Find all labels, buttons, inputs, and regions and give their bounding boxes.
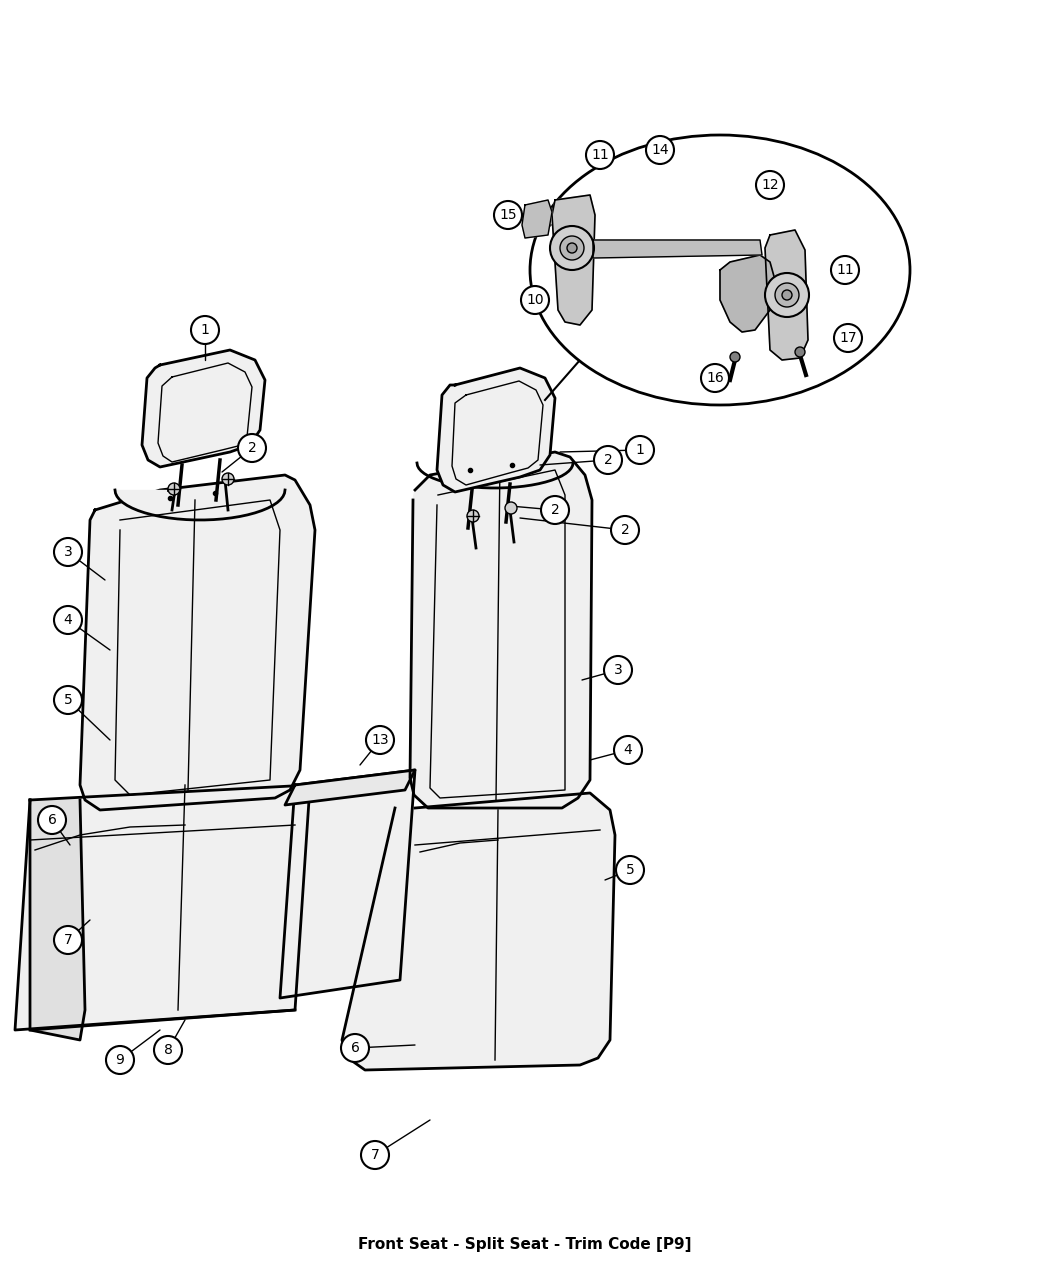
Circle shape xyxy=(550,226,594,270)
Text: 10: 10 xyxy=(526,293,544,307)
Text: 6: 6 xyxy=(47,813,57,827)
Circle shape xyxy=(341,1034,369,1062)
Circle shape xyxy=(604,657,632,683)
Circle shape xyxy=(765,273,808,317)
Circle shape xyxy=(782,289,792,300)
Polygon shape xyxy=(285,770,415,805)
Polygon shape xyxy=(410,453,592,808)
Circle shape xyxy=(756,171,784,199)
Polygon shape xyxy=(342,793,615,1070)
Circle shape xyxy=(730,352,740,362)
Circle shape xyxy=(467,510,479,521)
Circle shape xyxy=(54,926,82,954)
Circle shape xyxy=(611,516,639,544)
Text: 15: 15 xyxy=(499,208,517,222)
Circle shape xyxy=(54,606,82,634)
Polygon shape xyxy=(720,255,775,332)
Text: 2: 2 xyxy=(248,441,256,455)
Polygon shape xyxy=(30,799,85,1040)
Circle shape xyxy=(616,856,644,884)
Circle shape xyxy=(646,136,674,164)
Text: 7: 7 xyxy=(64,933,72,947)
Text: 7: 7 xyxy=(371,1148,379,1162)
Circle shape xyxy=(567,244,578,252)
Circle shape xyxy=(560,236,584,260)
Circle shape xyxy=(521,286,549,314)
Text: 4: 4 xyxy=(624,743,632,757)
Polygon shape xyxy=(80,476,315,810)
Text: 16: 16 xyxy=(706,371,723,385)
Circle shape xyxy=(38,806,66,834)
Polygon shape xyxy=(280,770,415,998)
Text: 13: 13 xyxy=(372,733,388,747)
Circle shape xyxy=(361,1141,388,1169)
Text: Front Seat - Split Seat - Trim Code [P9]: Front Seat - Split Seat - Trim Code [P9] xyxy=(358,1238,692,1252)
Text: 14: 14 xyxy=(651,143,669,157)
Text: 2: 2 xyxy=(550,504,560,516)
Text: 3: 3 xyxy=(64,544,72,558)
Circle shape xyxy=(366,725,394,754)
Text: 17: 17 xyxy=(839,332,857,346)
Polygon shape xyxy=(142,351,265,467)
Circle shape xyxy=(541,496,569,524)
Circle shape xyxy=(614,736,642,764)
Ellipse shape xyxy=(530,135,910,405)
Text: 3: 3 xyxy=(613,663,623,677)
Text: 2: 2 xyxy=(604,453,612,467)
Circle shape xyxy=(222,473,234,484)
Text: 2: 2 xyxy=(621,523,629,537)
Circle shape xyxy=(594,446,622,474)
Text: 8: 8 xyxy=(164,1043,172,1057)
Polygon shape xyxy=(522,200,552,238)
Polygon shape xyxy=(765,230,808,360)
Circle shape xyxy=(505,502,517,514)
Text: 4: 4 xyxy=(64,613,72,627)
Text: 9: 9 xyxy=(116,1053,125,1067)
Circle shape xyxy=(626,436,654,464)
Text: 12: 12 xyxy=(761,179,779,193)
Text: 5: 5 xyxy=(626,863,634,877)
Text: 6: 6 xyxy=(351,1040,359,1054)
Circle shape xyxy=(191,316,219,344)
Circle shape xyxy=(54,686,82,714)
Text: 11: 11 xyxy=(836,263,854,277)
Polygon shape xyxy=(15,785,310,1030)
Circle shape xyxy=(154,1037,182,1065)
Circle shape xyxy=(238,434,266,462)
Polygon shape xyxy=(552,195,595,325)
Circle shape xyxy=(54,538,82,566)
Polygon shape xyxy=(437,368,555,492)
Circle shape xyxy=(586,142,614,170)
Text: 1: 1 xyxy=(635,442,645,456)
Circle shape xyxy=(168,483,180,495)
Circle shape xyxy=(701,363,729,391)
Text: 1: 1 xyxy=(201,323,209,337)
Circle shape xyxy=(494,201,522,229)
Circle shape xyxy=(795,347,805,357)
Circle shape xyxy=(831,256,859,284)
Circle shape xyxy=(775,283,799,307)
Circle shape xyxy=(834,324,862,352)
Circle shape xyxy=(106,1046,134,1074)
Text: 5: 5 xyxy=(64,694,72,708)
Polygon shape xyxy=(593,240,762,258)
Text: 11: 11 xyxy=(591,148,609,162)
